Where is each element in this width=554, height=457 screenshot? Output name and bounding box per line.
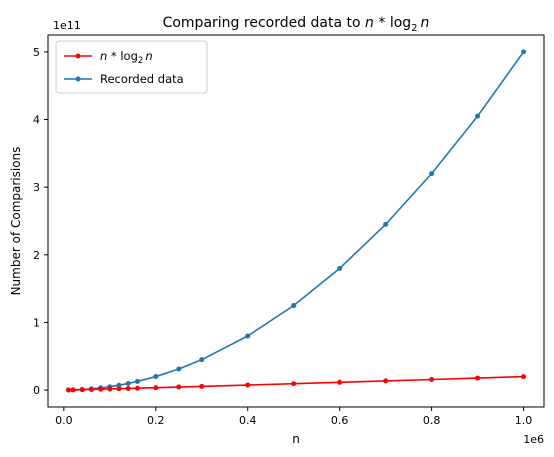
- data-point-recorded: [245, 333, 251, 339]
- data-point-recorded: [475, 113, 481, 119]
- data-point-recorded: [383, 221, 389, 227]
- x-offset-label: 1e6: [523, 433, 544, 446]
- data-point-nlogn: [98, 386, 104, 392]
- data-point-nlogn: [88, 386, 94, 392]
- legend-label-nlogn-var-n: n: [100, 49, 107, 63]
- y-axis-ticks: 0 1 2 3 4 5: [33, 46, 48, 397]
- legend-label-nlogn: n * log2 n: [100, 49, 153, 66]
- data-point-nlogn: [65, 387, 71, 393]
- x-axis-ticks: 0.0 0.2 0.4 0.6 0.8 1.0: [55, 407, 532, 427]
- data-point-recorded: [125, 380, 131, 386]
- y-tick-label: 2: [33, 249, 40, 262]
- data-point-nlogn: [116, 386, 122, 392]
- x-tick-label: 1.0: [515, 414, 533, 427]
- chart-title-prefix: Comparing recorded data to: [163, 15, 365, 31]
- y-tick-label: 0: [33, 384, 40, 397]
- legend-label-nlogn-op: *: [107, 49, 120, 63]
- data-point-nlogn: [429, 376, 435, 382]
- x-tick-label: 0.4: [239, 414, 257, 427]
- x-tick-label: 0.8: [423, 414, 441, 427]
- data-point-nlogn: [337, 379, 343, 385]
- data-point-nlogn: [521, 374, 527, 380]
- y-offset-label: 1e11: [53, 19, 81, 32]
- data-point-nlogn: [245, 382, 251, 388]
- data-point-recorded: [116, 382, 122, 388]
- data-point-recorded: [176, 366, 182, 372]
- y-tick-label: 4: [33, 114, 40, 127]
- legend-label-nlogn-log: log: [120, 49, 138, 63]
- data-point-nlogn: [125, 385, 131, 391]
- data-point-nlogn: [134, 385, 140, 391]
- legend-marker-recorded: [75, 76, 81, 82]
- chart-title-var-n: n: [365, 15, 374, 31]
- data-point-nlogn: [383, 378, 389, 384]
- data-point-recorded: [429, 171, 435, 177]
- legend-marker-nlogn: [75, 53, 81, 59]
- data-point-recorded: [337, 265, 343, 271]
- x-axis-label: n: [292, 432, 300, 446]
- chart-title-var-n2: n: [421, 15, 430, 31]
- data-point-nlogn: [199, 383, 205, 389]
- legend-label-recorded: Recorded data: [100, 72, 184, 86]
- data-point-nlogn: [291, 381, 297, 387]
- legend: n * log2 n Recorded data: [55, 40, 208, 94]
- data-point-recorded: [134, 378, 140, 384]
- legend-label-nlogn-base: 2: [138, 56, 143, 66]
- x-tick-label: 0.6: [331, 414, 349, 427]
- y-tick-label: 1: [33, 316, 40, 329]
- data-point-nlogn: [475, 375, 481, 381]
- chart-title: Comparing recorded data to n * log2 n: [163, 15, 430, 34]
- data-point-recorded: [153, 374, 159, 380]
- chart-title-op: *: [374, 15, 390, 31]
- legend-box: [55, 40, 208, 94]
- data-point-nlogn: [79, 387, 85, 393]
- y-axis-label: Number of Comparisions: [9, 147, 23, 296]
- plot-area-frame: [47, 34, 545, 408]
- series-nlogn: [65, 374, 527, 393]
- chart-title-log: log: [390, 15, 411, 31]
- data-point-recorded: [199, 357, 205, 363]
- data-point-nlogn: [70, 387, 76, 393]
- data-point-nlogn: [176, 384, 182, 390]
- data-point-nlogn: [153, 385, 159, 391]
- data-series: [65, 49, 527, 393]
- legend-label-nlogn-var-n2: n: [145, 49, 152, 63]
- y-tick-label: 3: [33, 181, 40, 194]
- data-point-nlogn: [107, 386, 113, 392]
- chart-title-log-base: 2: [411, 23, 417, 34]
- x-tick-label: 0.0: [55, 414, 73, 427]
- data-point-recorded: [521, 49, 527, 55]
- x-tick-label: 0.2: [147, 414, 165, 427]
- y-tick-label: 5: [33, 46, 40, 59]
- data-point-recorded: [291, 303, 297, 309]
